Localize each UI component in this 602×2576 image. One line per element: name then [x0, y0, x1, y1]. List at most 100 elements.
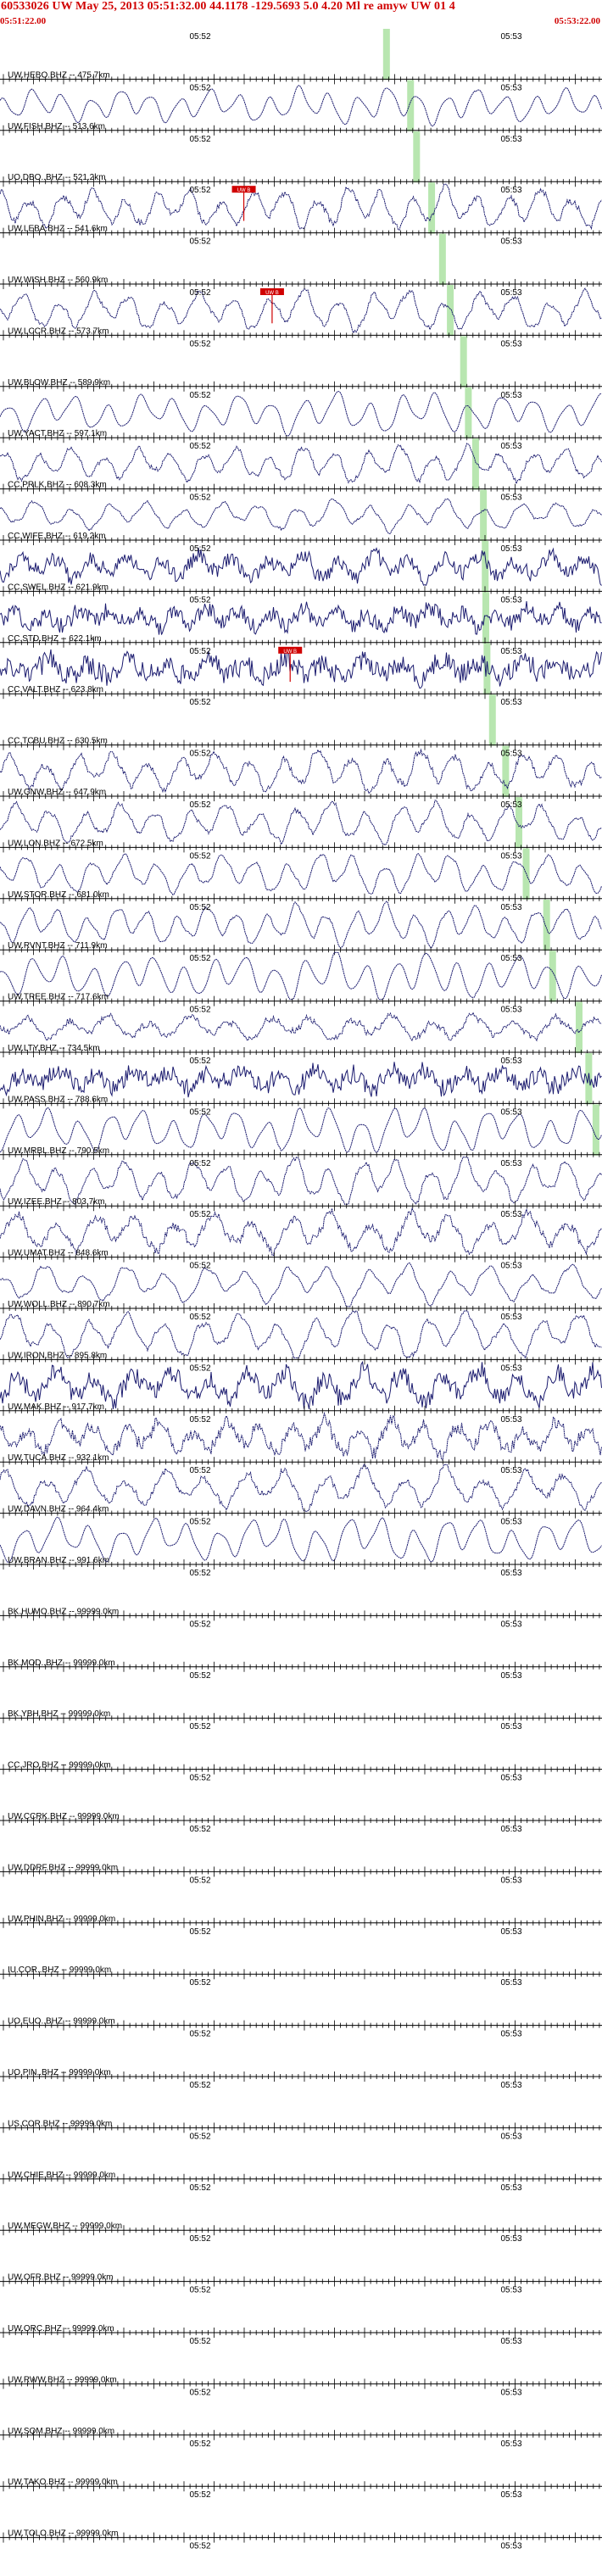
station-label: UW.MEGW.BHZ -- 99999.0km — [8, 2222, 122, 2231]
waveform-trace — [0, 601, 602, 635]
station-label: UW.DDRF.BHZ -- 99999.0km — [8, 1863, 118, 1872]
phase-arrival-marker — [592, 1104, 599, 1156]
waveform-trace — [0, 649, 602, 689]
minute-mark-label: 05:53 — [500, 544, 521, 554]
minute-mark-label: 05:53 — [500, 1159, 521, 1168]
minute-mark-label: 05:52 — [189, 2388, 210, 2397]
phase-arrival-marker — [576, 1001, 583, 1053]
phase-arrival-marker — [585, 1053, 593, 1105]
phase-arrival-marker — [465, 387, 472, 439]
minute-mark-label: 05:53 — [500, 1825, 521, 1834]
phase-arrival-marker — [471, 438, 479, 490]
end-time-label: 05:53:22.00 — [554, 16, 600, 26]
waveform-trace — [0, 183, 602, 231]
phase-arrival-marker — [382, 29, 390, 81]
minute-mark-label: 05:53 — [500, 1006, 521, 1015]
minute-mark-label: 05:53 — [500, 1722, 521, 1731]
minute-mark-label: 05:52 — [189, 1518, 210, 1527]
waveform-trace — [0, 547, 602, 586]
waveform-trace — [0, 1464, 602, 1513]
minute-mark-label: 05:53 — [500, 391, 521, 400]
minute-mark-label: 05:52 — [189, 1825, 210, 1834]
minute-mark-label: 05:52 — [189, 1569, 210, 1578]
minute-mark-label: 05:52 — [189, 1620, 210, 1629]
station-label: UW.TUCA.BHZ -- 932.1km — [8, 1453, 109, 1463]
minute-mark-label: 05:53 — [500, 288, 521, 298]
minute-mark-label: 05:52 — [189, 954, 210, 963]
station-label: CC.PRLK.BHZ -- 608.3km — [8, 481, 107, 490]
minute-mark-label: 05:53 — [500, 2132, 521, 2141]
minute-mark-label: 05:52 — [189, 493, 210, 503]
waveform-trace — [0, 800, 602, 846]
phase-arrival-marker — [447, 285, 454, 337]
waveform-trace — [0, 1310, 602, 1359]
minute-mark-label: 05:52 — [189, 800, 210, 810]
phase-arrival-marker — [480, 489, 488, 541]
minute-mark-label: 05:52 — [189, 1466, 210, 1475]
station-label: UW.TREE.BHZ -- 717.6km — [8, 993, 109, 1002]
record-title: 60533026 UW May 25, 2013 05:51:32.00 44.… — [1, 0, 455, 13]
minute-mark-label: 05:52 — [189, 2286, 210, 2295]
minute-mark-label: 05:52 — [189, 2081, 210, 2090]
minute-mark-label: 05:52 — [189, 2183, 210, 2193]
station-label: UW.IZEE.BHZ -- 803.7km — [8, 1197, 104, 1207]
minute-mark-label: 05:52 — [189, 750, 210, 759]
phase-arrival-marker — [460, 336, 467, 388]
phase-arrival-marker — [482, 592, 489, 644]
minute-mark-label: 05:52 — [189, 1262, 210, 1271]
phase-pick-label: UW B — [283, 650, 297, 655]
minute-mark-label: 05:52 — [189, 1159, 210, 1168]
minute-mark-label: 05:53 — [500, 1107, 521, 1117]
minute-mark-label: 05:52 — [189, 135, 210, 144]
waveform-trace — [0, 498, 602, 535]
station-label: UW.STOR.BHZ -- 681.0km — [8, 890, 109, 900]
waveform-trace — [0, 1411, 602, 1462]
minute-mark-label: 05:53 — [500, 1978, 521, 1988]
minute-mark-label: 05:53 — [500, 2286, 521, 2295]
minute-mark-label: 05:53 — [500, 493, 521, 503]
minute-mark-label: 05:53 — [500, 1262, 521, 1271]
phase-arrival-marker — [502, 745, 510, 797]
minute-mark-label: 05:52 — [189, 442, 210, 451]
waveform-trace — [0, 1012, 602, 1042]
station-label: UW.PHIN.BHZ -- 99999.0km — [8, 1915, 115, 1924]
minute-mark-label: 05:52 — [189, 237, 210, 247]
phase-arrival-marker — [483, 643, 491, 695]
phase-arrival-marker — [543, 899, 550, 951]
minute-mark-label: 05:53 — [500, 698, 521, 707]
station-label: UW.LEBA.BHZ -- 541.6km — [8, 225, 108, 234]
station-label: UW.IRON.BHZ -- 895.8km — [8, 1351, 107, 1360]
minute-mark-label: 05:52 — [189, 2234, 210, 2244]
waveform-trace — [0, 853, 602, 896]
phase-pick-box — [278, 646, 303, 654]
minute-mark-label: 05:53 — [500, 237, 521, 247]
station-label: UW.GNW.BHZ -- 647.9km — [8, 788, 106, 797]
waveform-trace — [0, 1207, 602, 1257]
phase-arrival-marker — [438, 233, 446, 285]
station-label: UW.MAK.BHZ -- 917.7km — [8, 1402, 104, 1412]
station-label: UW.DAVN.BHZ -- 964.4km — [8, 1505, 109, 1514]
station-label: UW.YACT.BHZ -- 597.1km — [8, 429, 107, 438]
minute-mark-label: 05:53 — [500, 1671, 521, 1681]
station-label: UW.CHIE.BHZ -- 99999.0km — [8, 2171, 115, 2180]
minute-mark-label: 05:52 — [189, 1313, 210, 1322]
waveform-trace — [0, 1107, 602, 1153]
minute-mark-label: 05:52 — [189, 32, 210, 42]
station-label: BK.MOD..BHZ -- 99999.0km — [8, 1659, 115, 1668]
minute-mark-label: 05:52 — [189, 595, 210, 605]
minute-mark-label: 05:52 — [189, 83, 210, 92]
minute-mark-label: 05:53 — [500, 800, 521, 810]
station-label: UW.ORC.BHZ -- 99999.0km — [8, 2324, 114, 2333]
waveform-trace — [0, 85, 602, 127]
station-label: UW.RVNT.BHZ -- 711.9km — [8, 941, 107, 951]
minute-mark-label: 05:52 — [189, 1415, 210, 1425]
minute-mark-label: 05:52 — [189, 186, 210, 195]
minute-mark-label: 05:53 — [500, 2183, 521, 2193]
station-label: UW.BLOW.BHZ -- 589.9km — [8, 378, 110, 388]
waveform-trace — [0, 951, 602, 1001]
station-label: UW.HEBO.BHZ -- 475.7km — [8, 70, 110, 80]
minute-mark-label: 05:52 — [189, 1107, 210, 1117]
station-label: BK.YBH.BHZ -- 99999.0km — [8, 1709, 110, 1719]
phase-arrival-marker — [516, 797, 523, 849]
minute-mark-label: 05:53 — [500, 1518, 521, 1527]
